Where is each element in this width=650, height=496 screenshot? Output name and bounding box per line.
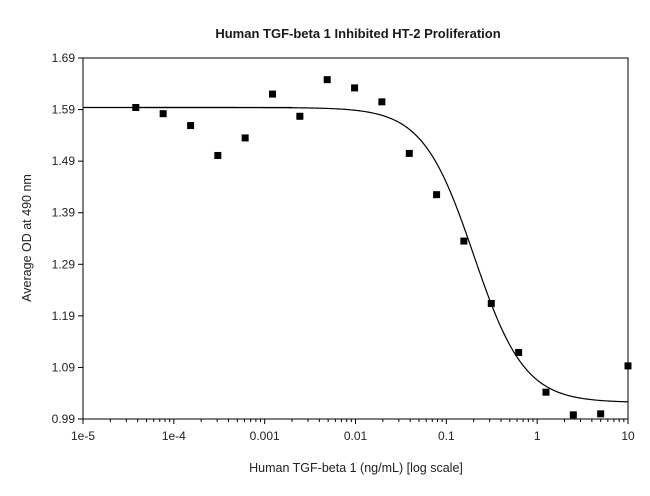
y-axis: 0.99 1.09 1.19 1.29 1.39 1.49 1.59 1.69: [52, 51, 83, 426]
x-axis: 1e-5 1e-4 0.001 0.01 0.1 1 10: [71, 419, 635, 443]
data-point: [405, 149, 413, 157]
fit-curve: [137, 106, 629, 403]
y-tick-label: 1.09: [52, 360, 76, 374]
x-tick-label: 1e-5: [71, 429, 95, 443]
data-point: [460, 237, 468, 245]
data-point: [624, 362, 632, 370]
data-point: [323, 76, 331, 84]
x-tick-label: 1: [534, 429, 541, 443]
data-point: [515, 348, 523, 356]
data-point: [378, 98, 386, 106]
y-tick-label: 1.49: [52, 154, 76, 168]
x-tick-label: 1e-4: [162, 429, 186, 443]
data-point: [269, 90, 277, 98]
y-tick-label: 1.69: [52, 51, 76, 65]
data-point: [214, 151, 222, 159]
y-tick-label: 1.39: [52, 206, 76, 220]
data-point: [569, 411, 577, 419]
data-point: [433, 191, 441, 199]
data-point: [132, 104, 140, 112]
x-tick-label: 0.1: [438, 429, 455, 443]
data-point: [597, 410, 605, 418]
data-points: [132, 76, 632, 419]
y-tick-label: 1.29: [52, 257, 76, 271]
x-tick-label: 0.01: [344, 429, 368, 443]
y-axis-label: Average OD at 490 nm: [20, 174, 34, 302]
chart-title: Human TGF-beta 1 Inhibited HT-2 Prolifer…: [215, 26, 500, 41]
data-point: [351, 84, 359, 92]
y-tick-label: 1.19: [52, 309, 76, 323]
y-tick-label: 1.59: [52, 103, 76, 117]
data-point: [159, 110, 167, 118]
y-tick-label: 0.99: [52, 412, 76, 426]
data-point: [487, 299, 495, 307]
data-point: [187, 122, 195, 130]
x-axis-label: Human TGF-beta 1 (ng/mL) [log scale]: [249, 461, 463, 475]
data-point: [296, 112, 304, 120]
data-point: [241, 134, 249, 142]
x-tick-label: 10: [621, 429, 635, 443]
fit-curve-layer: [83, 106, 629, 403]
data-point: [542, 388, 550, 396]
x-tick-label: 0.001: [250, 429, 280, 443]
